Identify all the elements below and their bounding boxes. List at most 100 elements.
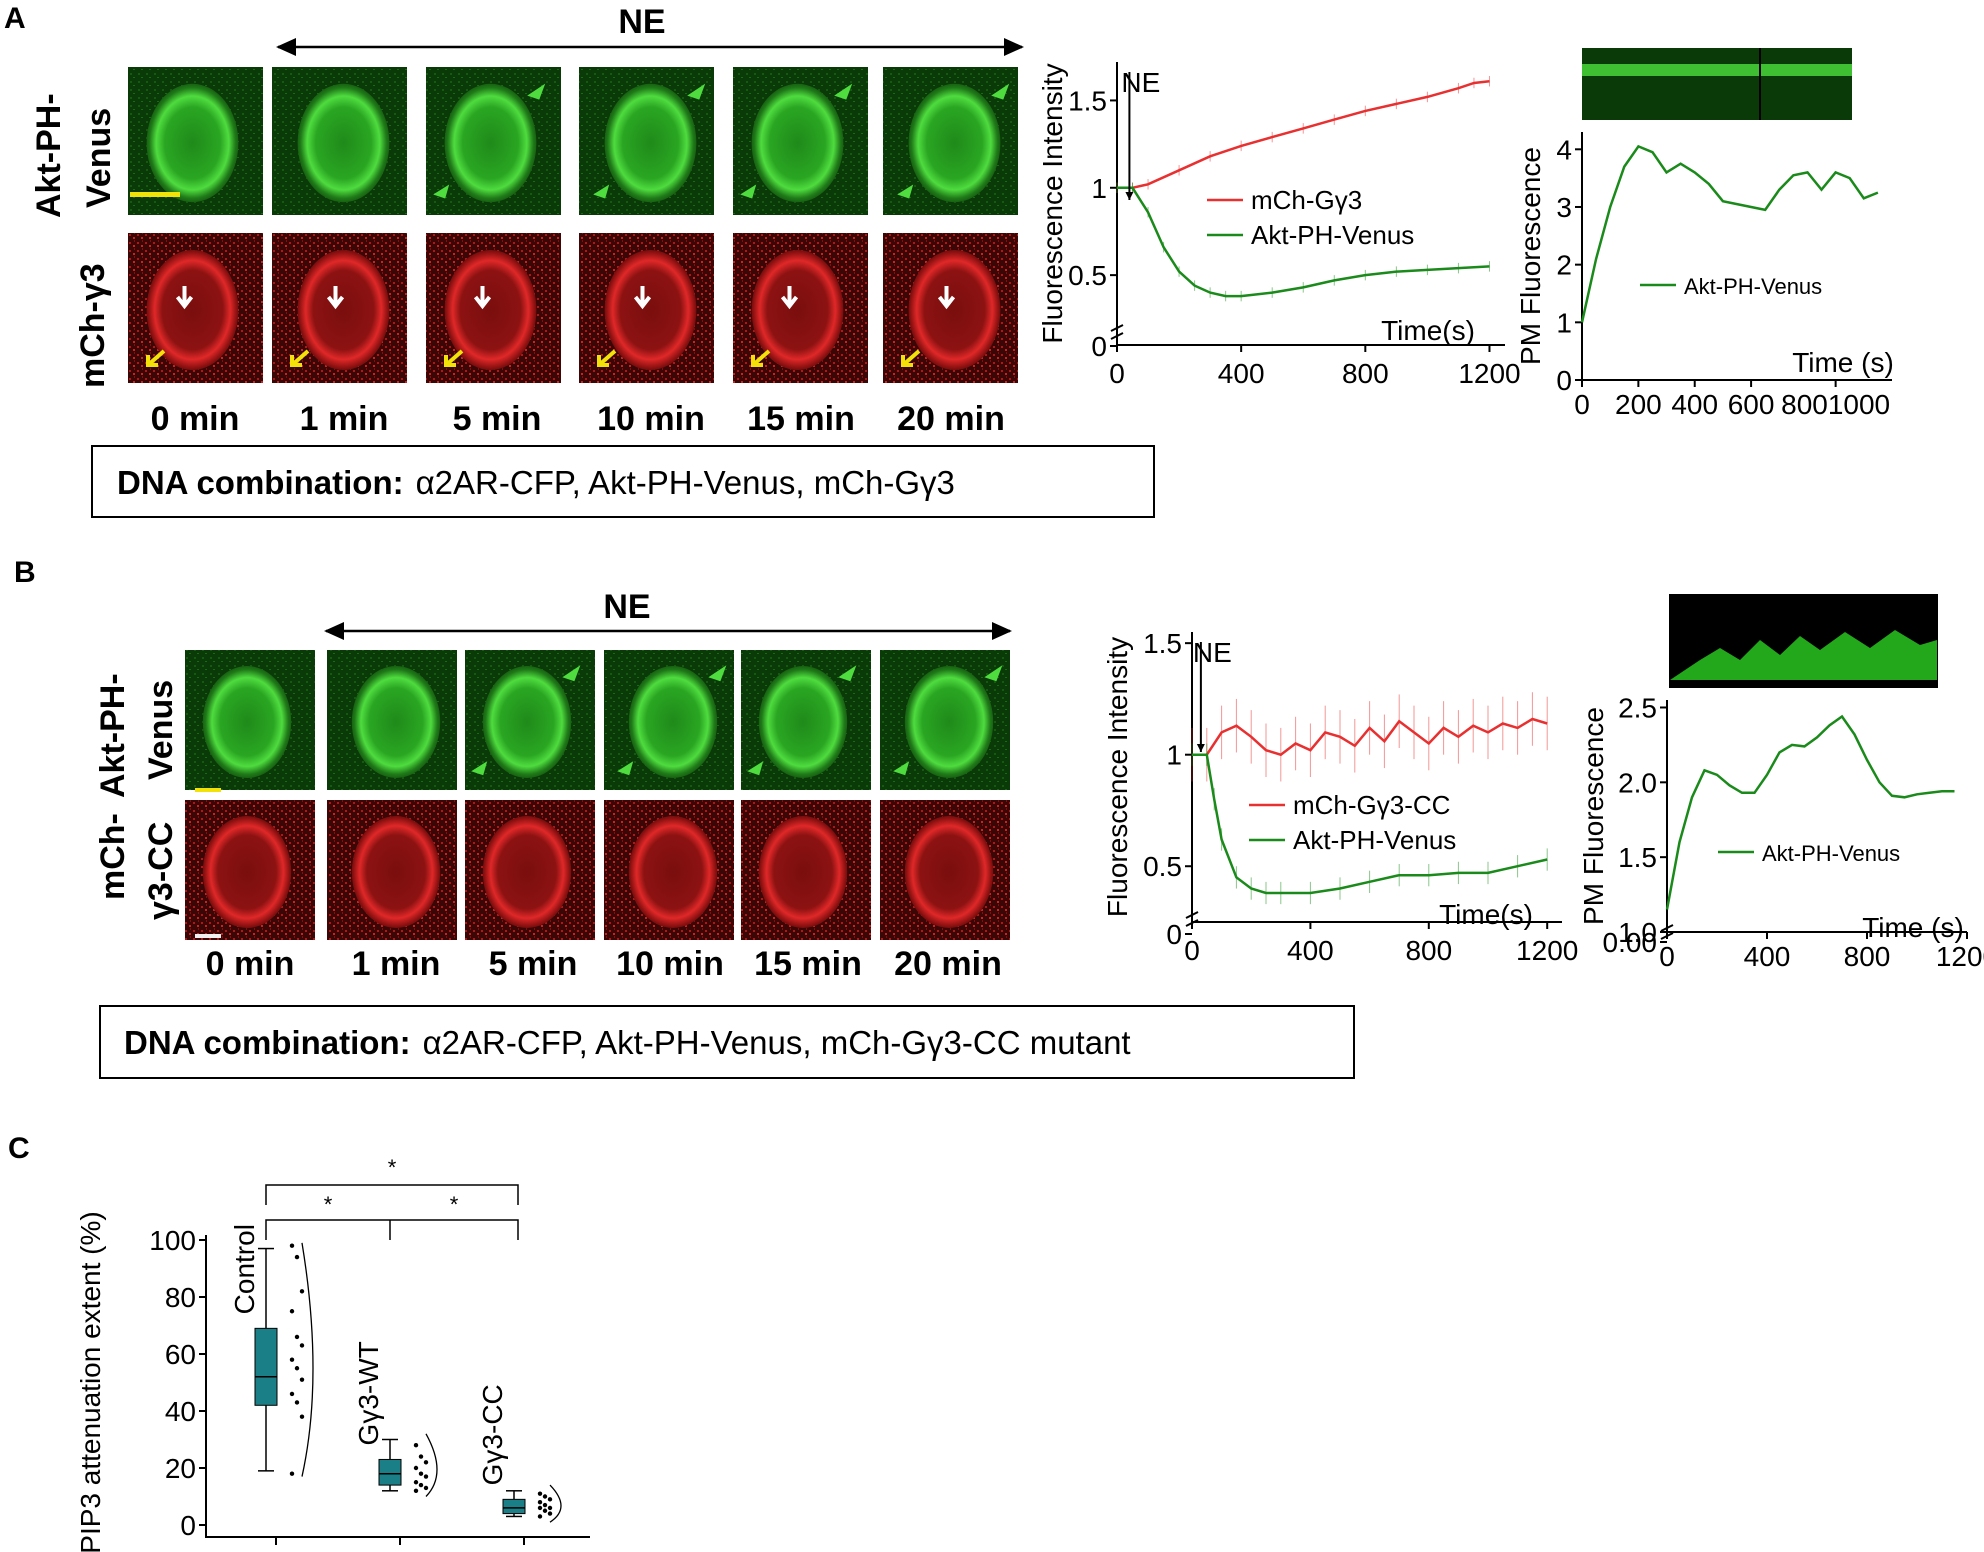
- A-intensity-axis-break: [1110, 324, 1124, 340]
- B-pm-legend-label-0: Akt-PH-Venus: [1762, 841, 1900, 866]
- micrograph-b-red-4-cell: [758, 816, 848, 928]
- c-significance-2: *: [450, 1192, 459, 1217]
- dna-box-a: [91, 445, 1155, 518]
- micrograph-b-green-5-protrusion: [984, 665, 1003, 682]
- micrograph-a-green-2-protrusion: [527, 83, 546, 100]
- A-pm-y-tick-label-2: 2: [1556, 250, 1572, 281]
- micrograph-b-red-5-cell: [904, 816, 994, 928]
- B-intensity-y-tick-label-0: 0: [1166, 919, 1182, 950]
- c-distribution-2: [549, 1484, 562, 1523]
- micrograph-a-green-2-cell: [444, 83, 537, 203]
- c-bracket-top: [265, 1184, 519, 1205]
- B-intensity-legend-label-0: mCh-Gγ3-CC: [1293, 790, 1450, 820]
- A-pm-axes: [1581, 132, 1892, 381]
- c-point-1-8: [423, 1485, 429, 1491]
- ne-arrow-b: [324, 622, 1012, 640]
- micrograph-a-red-4-cell: [751, 250, 844, 370]
- row-label-b-akt: Akt-PH-: [94, 673, 132, 798]
- c-point-0-0: [289, 1243, 295, 1248]
- B-pm-x-title: Time (s): [1862, 912, 1964, 943]
- B-intensity-x-tick-label-0: 0: [1184, 935, 1200, 966]
- A-pm-y-tick-label-1: 1: [1556, 307, 1572, 338]
- micrograph-a-red-2-yellow-arrow: [444, 349, 464, 367]
- time-label-a-1: 1 min: [300, 400, 389, 438]
- A-intensity-legend-label-1: Akt-PH-Venus: [1251, 220, 1414, 250]
- time-labels-b: 0 min 1 min 5 min 10 min 15 min 20 min: [206, 945, 1002, 983]
- micrograph-a-green-0-cell: [146, 83, 239, 203]
- A-pm-x-tick-label-3: 600: [1728, 389, 1775, 420]
- A-pm-x-title: Time (s): [1792, 347, 1894, 378]
- A-intensity-x-tick-label-3: 1200: [1458, 358, 1520, 389]
- c-point-1-0: [413, 1443, 419, 1448]
- c-point-1-4: [418, 1471, 424, 1476]
- A-intensity-annotation-arrowhead: [1125, 192, 1134, 200]
- micrograph-a-green-4-cell: [751, 83, 844, 203]
- c-point-1-1: [418, 1454, 424, 1459]
- c-point-0-6: [289, 1357, 295, 1362]
- c-group-label-2: Gγ3-CC: [477, 1384, 508, 1485]
- c-point-0-2: [299, 1289, 305, 1294]
- A-pm-series-0: [1580, 144, 1879, 323]
- micrograph-b-red-3-cell: [628, 816, 718, 928]
- B-intensity-axes: [1191, 632, 1562, 923]
- row-label-a-mch: mCh-γ3: [74, 263, 112, 388]
- dna-prefix-a: DNA combination:: [117, 464, 404, 501]
- micrograph-a-red-0-yellow-arrow: [146, 349, 166, 367]
- c-point-1-3: [413, 1465, 419, 1471]
- ne-label-a: NE: [618, 3, 665, 41]
- B-intensity-y-title: Fluorescence Intensity: [1102, 637, 1133, 917]
- dna-box-b: [99, 1005, 1355, 1079]
- row-label-b-g3cc: γ3-CC: [142, 822, 180, 920]
- A-intensity-y-tick-label-0: 0: [1091, 331, 1107, 362]
- c-point-2-4: [542, 1502, 548, 1508]
- B-intensity-y-tick-label-2: 1: [1166, 740, 1182, 771]
- chart-a-pm: 0 200 400 600 8001000 0 1 2 3 4 PM Fluorescence Tim…: [1515, 48, 1894, 420]
- c-point-2-3: [537, 1500, 543, 1505]
- A-intensity-x-tick-label-2: 800: [1342, 358, 1389, 389]
- micrograph-b-green-1: [327, 650, 457, 790]
- B-pm-x-tick-label-3: 1200: [1936, 941, 1984, 972]
- micrograph-a-red-3: [579, 233, 714, 383]
- micrograph-b-red-2-cell: [482, 816, 572, 928]
- A-intensity-errorbars-0: [1116, 75, 1490, 194]
- c-point-2-2: [547, 1497, 553, 1502]
- time-label-a-3: 10 min: [597, 400, 705, 438]
- dna-text-b: DNA combination: α2AR-CFP, Akt-PH-Venus, …: [124, 1024, 1131, 1061]
- c-point-0-3: [289, 1309, 295, 1314]
- B-intensity-y-tick-label-1: 0.5: [1143, 851, 1182, 882]
- micrograph-a-green-5-protrusion-2: [897, 184, 914, 199]
- A-intensity-x-tick-label-0: 0: [1109, 358, 1125, 389]
- micrograph-b-green-4-protrusion-2: [747, 761, 764, 776]
- micrograph-a-red-2: [426, 233, 561, 383]
- B-intensity-annotation: NE: [1193, 637, 1232, 668]
- c-point-1-9: [413, 1488, 419, 1494]
- c-point-2-1: [542, 1494, 548, 1499]
- c-point-0-10: [294, 1400, 300, 1405]
- c-point-0-5: [299, 1343, 305, 1348]
- A-intensity-x-title: Time(s): [1381, 315, 1475, 346]
- micrograph-a-red-5: [883, 233, 1018, 383]
- B-intensity-series-1: [1192, 753, 1548, 895]
- B-pm-y-tick-label-1: 1.0: [1618, 917, 1657, 948]
- c-iqr-0: [254, 1327, 278, 1406]
- A-intensity-y-title: Fluorescence Intensity: [1037, 63, 1068, 343]
- dna-constructs-a: α2AR-CFP, Akt-PH-Venus, mCh-Gγ3: [416, 464, 955, 501]
- c-box-1: [378, 1433, 438, 1545]
- A-intensity-annotation: NE: [1121, 67, 1160, 98]
- micrograph-b-green-3-cell: [628, 666, 718, 778]
- micrograph-b-green-3-protrusion-2: [617, 761, 634, 776]
- c-point-2-9: [537, 1514, 543, 1519]
- c-point-2-5: [547, 1505, 553, 1511]
- ne-label-b: NE: [603, 588, 650, 626]
- A-pm-x-tick-label-2: 400: [1671, 389, 1718, 420]
- c-point-0-12: [289, 1471, 295, 1476]
- c-point-2-7: [542, 1508, 548, 1513]
- B-intensity-series-0: [1192, 717, 1548, 757]
- micrograph-a-red-2-white-arrow: [473, 286, 492, 310]
- c-point-1-2: [423, 1460, 429, 1465]
- micrograph-b-red-0: [185, 800, 315, 940]
- micrograph-a-green-4: [733, 67, 868, 215]
- B-pm-y-tick-label-4: 2.5: [1618, 692, 1657, 723]
- micrograph-b-green-5: [880, 650, 1010, 790]
